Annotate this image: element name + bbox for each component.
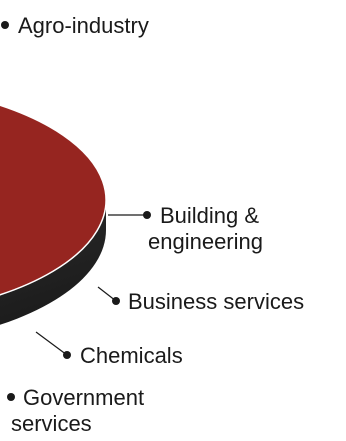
slice-labels: Agro-industry Building & engineering Busine… [1, 13, 304, 436]
label-dot-agro-industry [1, 21, 9, 29]
slice-agro-industry [0, 104, 107, 296]
slice-side-agro-industry [0, 200, 106, 325]
pie-sides [0, 200, 106, 325]
label-dot-government-services [7, 393, 15, 401]
slice-label-business-services: Business services [128, 289, 304, 314]
slice-label-building-engineering: Building & engineering [148, 203, 263, 254]
slice-label-agro-industry: Agro-industry [18, 13, 149, 38]
label-dot-business-services [112, 297, 120, 305]
leader-line-chemicals [35, 331, 68, 356]
slice-label-government-services: Government services [11, 385, 144, 436]
label-dot-chemicals [63, 351, 71, 359]
pie-tops [0, 104, 107, 296]
slice-label-chemicals: Chemicals [80, 343, 183, 368]
label-dot-building-engineering [143, 211, 151, 219]
